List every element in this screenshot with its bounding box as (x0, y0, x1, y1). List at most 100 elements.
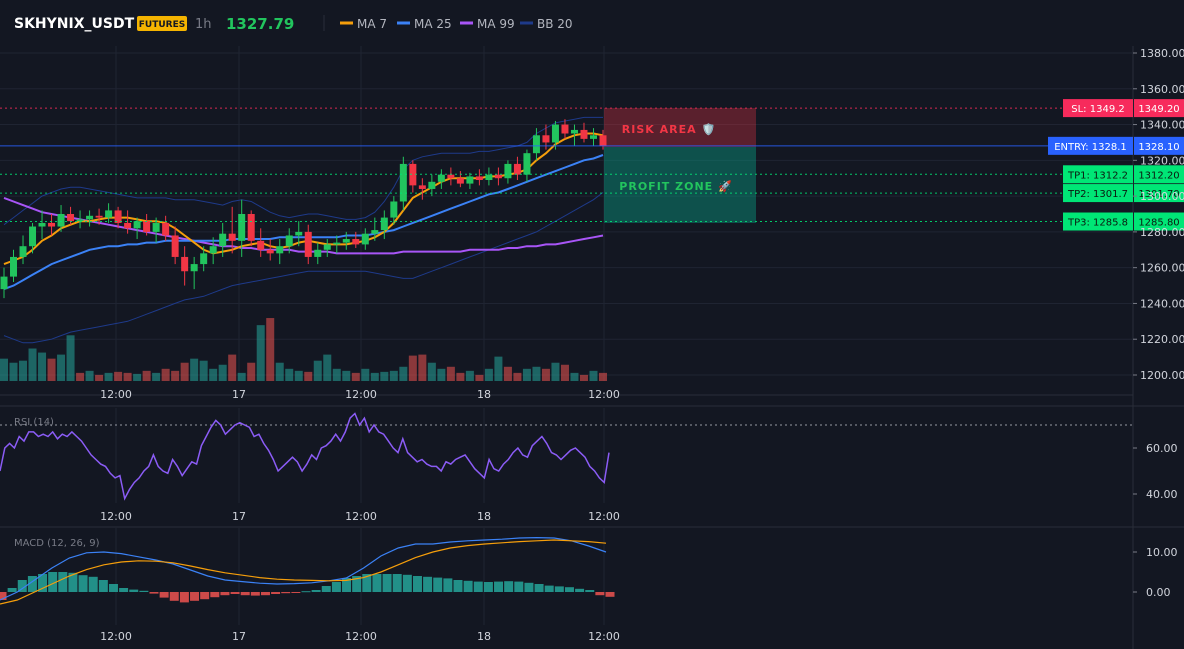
profit-zone-label: PROFIT ZONE 🚀 (619, 180, 732, 193)
candle-body[interactable] (114, 210, 122, 223)
candle-body[interactable] (580, 129, 588, 139)
volume-bar (304, 371, 313, 381)
candle-body[interactable] (190, 264, 198, 272)
candle-body[interactable] (105, 210, 113, 218)
legend-item-bb20[interactable]: BB 20 (537, 17, 573, 31)
volume-bar (123, 372, 132, 381)
x-tick-label: 12:00 (588, 510, 620, 523)
candle-body[interactable] (257, 240, 265, 250)
price-pane[interactable] (0, 116, 607, 381)
candle-body[interactable] (342, 239, 350, 243)
legend-item-ma7[interactable]: MA 7 (357, 17, 387, 31)
candle-body[interactable] (285, 235, 293, 247)
candle-body[interactable] (504, 163, 512, 179)
candle-body[interactable] (371, 230, 379, 234)
candle-body[interactable] (143, 221, 151, 232)
candle-body[interactable] (95, 215, 103, 218)
candle-body[interactable] (361, 233, 369, 245)
macd-histogram-bar (200, 592, 210, 600)
candle-body[interactable] (133, 221, 141, 229)
candle-body[interactable] (428, 181, 436, 189)
macd-y-tick-label: 0.00 (1146, 586, 1171, 599)
candle-body[interactable] (19, 246, 27, 257)
candle-body[interactable] (323, 244, 331, 250)
macd-histogram-bar (159, 592, 169, 598)
interval-label[interactable]: 1h (195, 17, 212, 32)
macd-histogram-bar (362, 574, 372, 592)
candle-body[interactable] (475, 176, 483, 181)
candle-body[interactable] (152, 222, 160, 232)
candle-body[interactable] (437, 174, 445, 182)
candle-body[interactable] (599, 135, 607, 147)
candle-body[interactable] (551, 124, 559, 143)
volume-bar (484, 368, 493, 381)
volume-bar (180, 362, 189, 381)
price-level-tag: SL: 1349.2 (1071, 104, 1124, 115)
candle-body[interactable] (418, 185, 426, 189)
candle-body[interactable] (399, 163, 407, 202)
price-level-axis-label: 1349.20 (1138, 104, 1179, 115)
candle-body[interactable] (38, 222, 46, 227)
candle-body[interactable] (200, 253, 208, 265)
candle-body[interactable] (295, 231, 303, 236)
candle-body[interactable] (124, 222, 132, 229)
candle-body[interactable] (494, 174, 502, 179)
volume-bar (28, 348, 37, 381)
candle-body[interactable] (48, 222, 56, 227)
candle-body[interactable] (570, 129, 578, 134)
candle-body[interactable] (304, 231, 312, 257)
volume-bar (114, 371, 123, 381)
candle-body[interactable] (409, 163, 417, 186)
macd-histogram-bar (220, 592, 230, 596)
macd-histogram-bar (129, 589, 139, 592)
candle-body[interactable] (276, 246, 284, 254)
candle-body[interactable] (542, 135, 550, 143)
candle-body[interactable] (314, 249, 322, 257)
candle-body[interactable] (162, 222, 170, 236)
macd-histogram-bar (372, 574, 382, 592)
candle-body[interactable] (485, 174, 493, 181)
candle-body[interactable] (171, 235, 179, 257)
candle-body[interactable] (266, 249, 274, 254)
legend: MA 7 MA 25 MA 99 BB 20 (340, 17, 573, 31)
candle-body[interactable] (219, 233, 227, 247)
candle-body[interactable] (513, 163, 521, 175)
macd-pane[interactable]: MACD (12, 26, 9) (0, 536, 615, 605)
macd-histogram-bar (0, 592, 7, 600)
candle-body[interactable] (209, 246, 217, 254)
candle-body[interactable] (10, 256, 18, 277)
candle-body[interactable] (447, 174, 455, 179)
price-level-tag-bg (1063, 184, 1133, 203)
candle-body[interactable] (247, 214, 255, 241)
macd-histogram-bar (98, 580, 108, 592)
macd-histogram-bar (483, 582, 493, 592)
candle-body[interactable] (380, 217, 388, 231)
rsi-pane[interactable]: RSI (14) (0, 412, 1133, 501)
candle-body[interactable] (67, 214, 75, 222)
legend-item-ma99[interactable]: MA 99 (477, 17, 515, 31)
candle-body[interactable] (589, 135, 597, 139)
candle-body[interactable] (390, 201, 398, 218)
candle-body[interactable] (57, 214, 65, 227)
candle-body[interactable] (352, 239, 360, 245)
price-level-axis-bg (1134, 165, 1184, 184)
candle-body[interactable] (29, 226, 37, 247)
candle-body[interactable] (532, 135, 540, 154)
candle-body[interactable] (466, 176, 474, 184)
candle-body[interactable] (333, 242, 341, 245)
volume-bar (209, 368, 218, 381)
candle-body[interactable] (238, 214, 246, 241)
symbol-name[interactable]: SKHYNIX_USDT (14, 16, 135, 32)
macd-histogram-bar (17, 580, 27, 592)
candle-body[interactable] (456, 178, 464, 184)
candle-body[interactable] (86, 215, 94, 220)
legend-item-ma25[interactable]: MA 25 (414, 17, 452, 31)
candle-body[interactable] (181, 256, 189, 272)
candle-body[interactable] (0, 276, 8, 290)
candle-body[interactable] (561, 124, 569, 134)
candle-body[interactable] (228, 233, 236, 241)
volume-bar (237, 372, 246, 381)
candle-body[interactable] (76, 219, 84, 222)
candle-body[interactable] (523, 153, 531, 175)
